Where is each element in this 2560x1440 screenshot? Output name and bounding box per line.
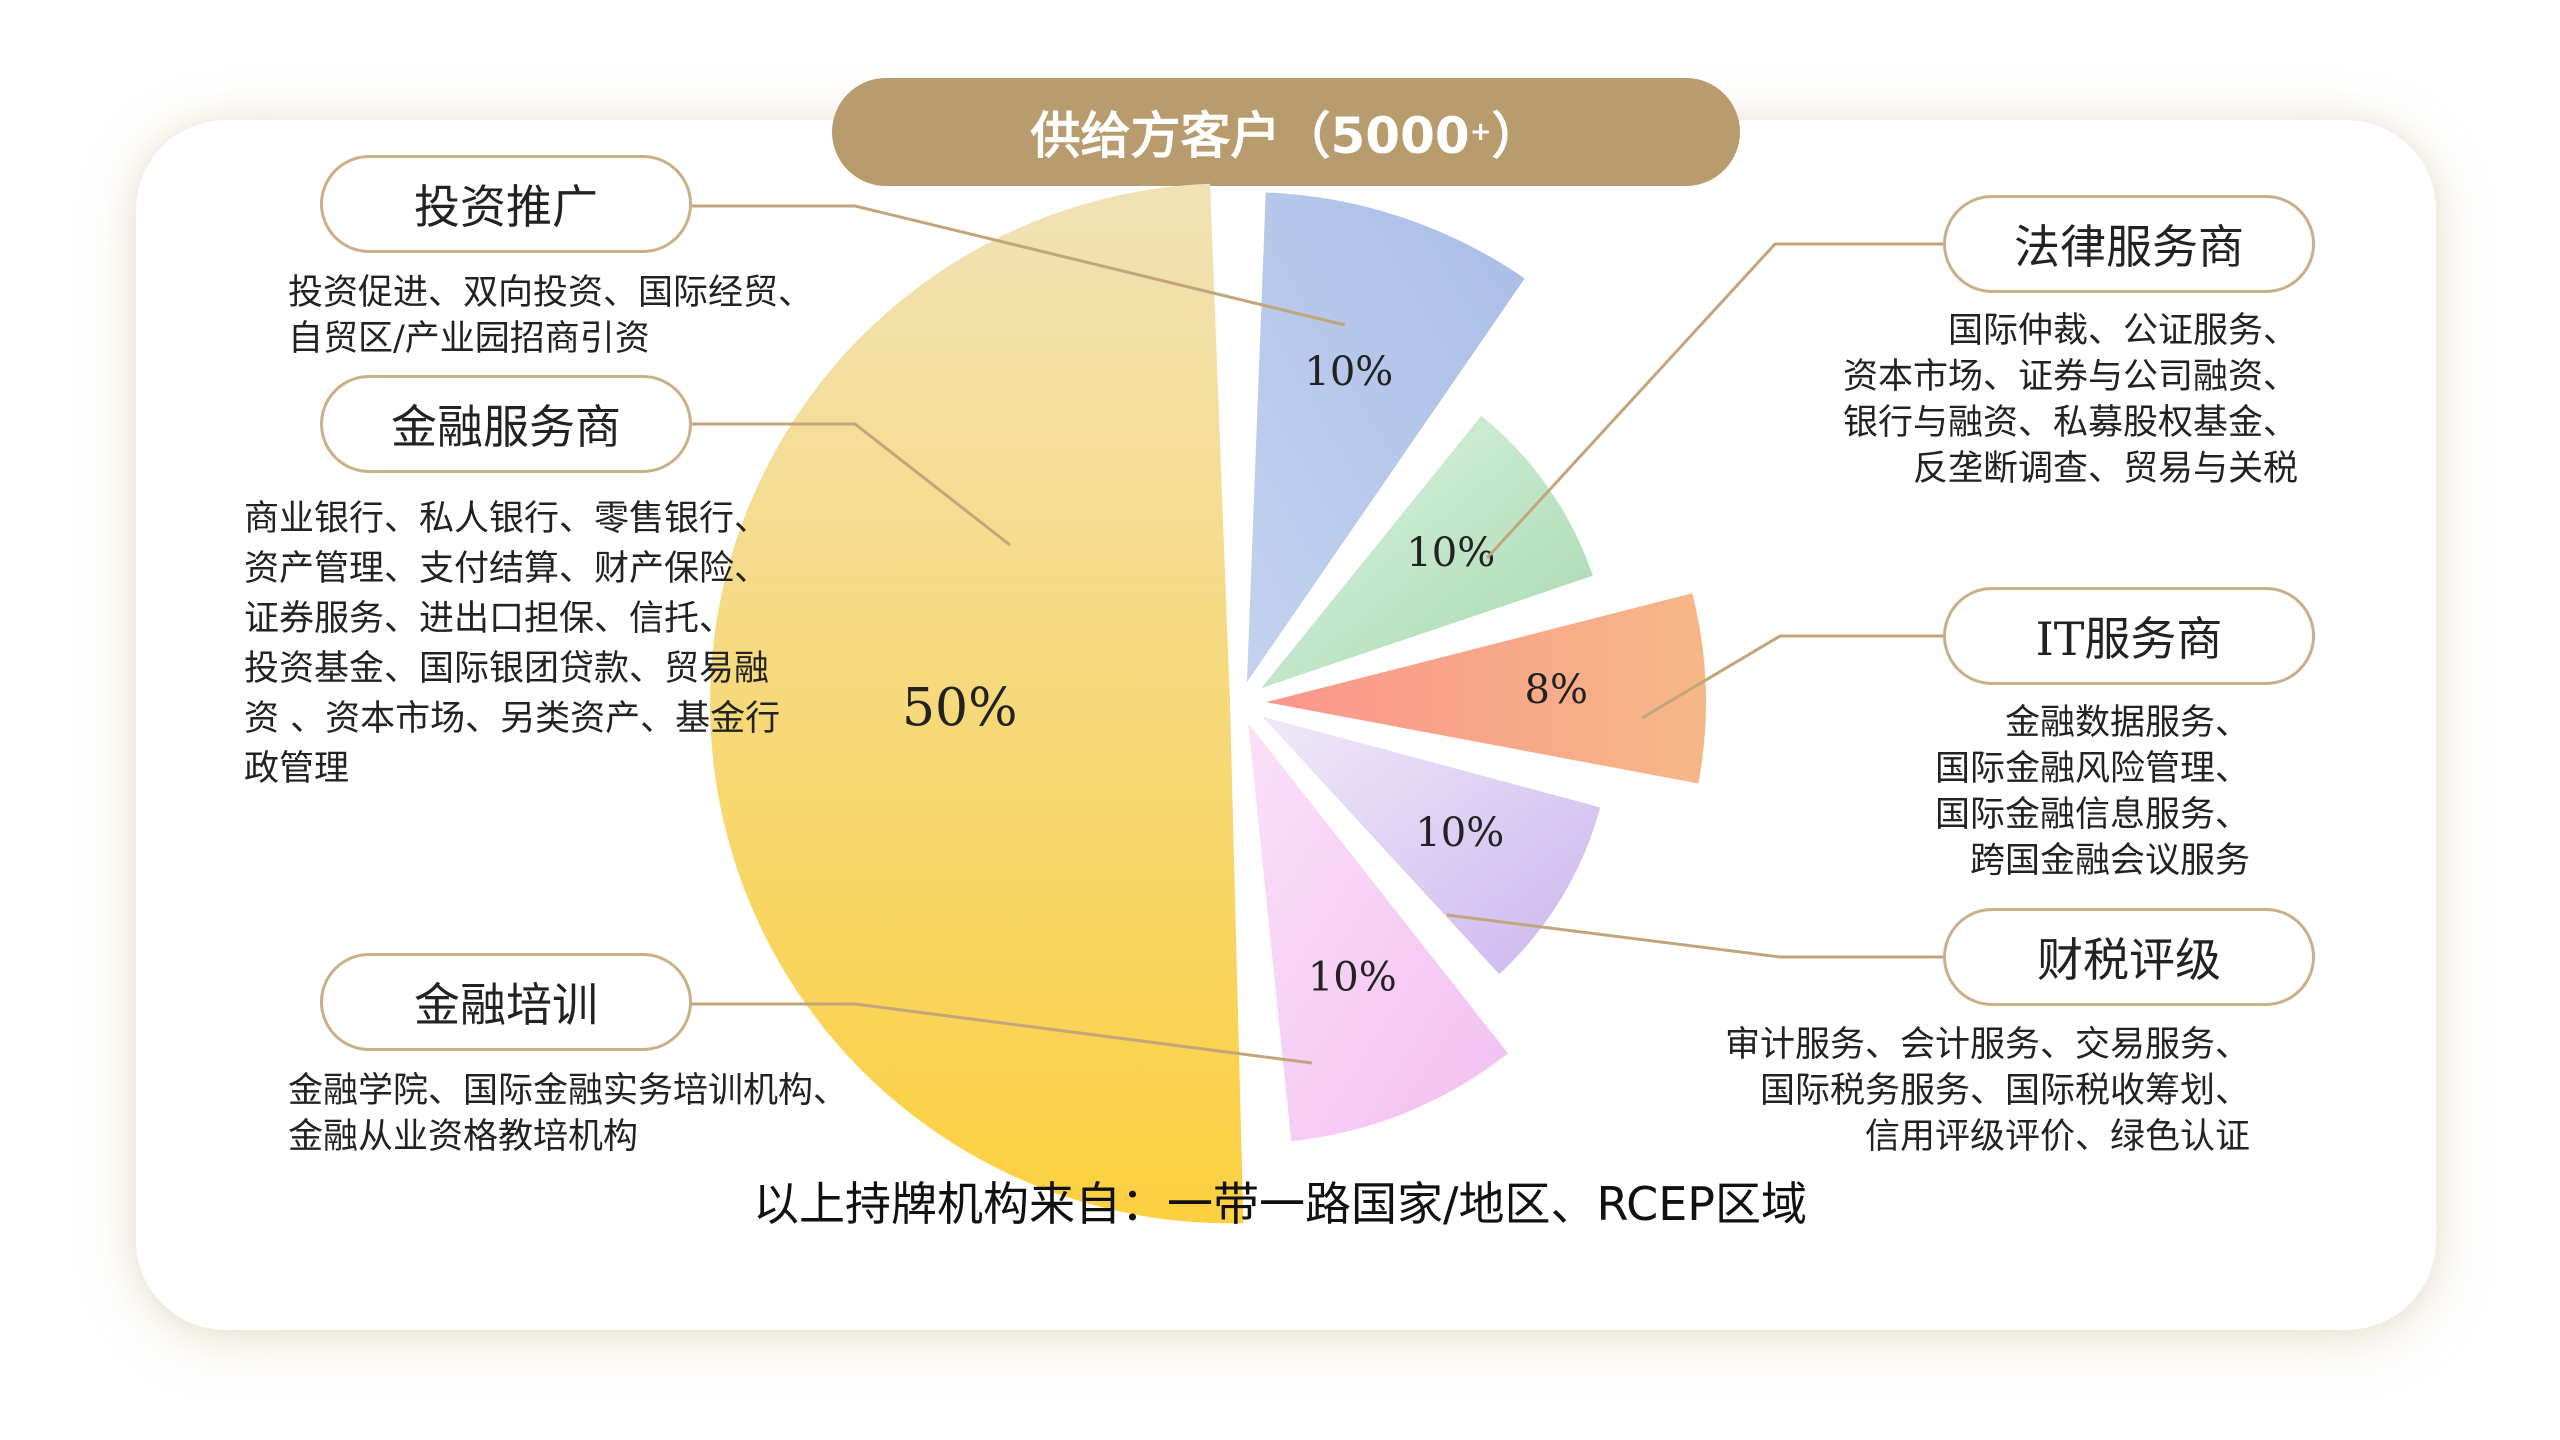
desc-tax: 审计服务、会计服务、交易服务、 国际税务服务、国际税收筹划、 信用评级评价、绿色…	[1724, 1025, 2250, 1157]
desc-it: 金融数据服务、 国际金融风险管理、 国际金融信息服务、 跨国金融会议服务	[1934, 703, 2250, 881]
pie-slice-2	[1261, 415, 1593, 689]
leader-it	[1641, 634, 1945, 720]
label-training-text: 金融培训	[414, 978, 598, 1032]
pie-label-5: 10%	[1308, 954, 1397, 1000]
label-invest-text: 投资推广	[414, 180, 598, 234]
leader-finance	[690, 422, 1011, 547]
leader-training	[690, 1002, 1313, 1065]
pie-label-4: 10%	[1415, 810, 1504, 856]
pie-slice-4	[1262, 716, 1601, 975]
desc-finance: 商业银行、私人银行、零售银行、 资产管理、支付结算、财产保险、 证券服务、进出口…	[244, 499, 781, 789]
label-legal-text: 法律服务商	[2014, 220, 2244, 274]
chart-title-text: 供给方客户（5000	[1030, 107, 1470, 165]
pie-slice-1	[1246, 192, 1525, 683]
label-tax: 财税评级	[1943, 908, 2315, 1006]
chart-title: 供给方客户（5000 +）	[832, 78, 1740, 186]
pie-label-1: 10%	[1304, 349, 1393, 395]
label-training: 金融培训	[320, 953, 692, 1051]
label-invest: 投资推广	[320, 155, 692, 253]
pie-slice-5	[1248, 723, 1509, 1142]
label-it-text: IT服务商	[2035, 612, 2223, 666]
label-legal: 法律服务商	[1943, 195, 2315, 293]
pie-slice-3	[1265, 593, 1706, 784]
desc-training: 金融学院、国际金融实务培训机构、 金融从业资格教培机构	[288, 1071, 849, 1157]
pie-label-2: 10%	[1406, 530, 1495, 576]
chart-title-close: ）	[1491, 107, 1542, 165]
label-finance-text: 金融服务商	[391, 400, 621, 454]
chart-title-sup: +	[1469, 117, 1492, 147]
leader-tax	[1446, 913, 1945, 959]
desc-invest: 投资促进、双向投资、国际经贸、 自贸区/产业园招商引资	[288, 273, 814, 359]
desc-legal: 国际仲裁、公证服务、 资本市场、证券与公司融资、 银行与融资、私募股权基金、 反…	[1842, 311, 2298, 489]
label-finance: 金融服务商	[320, 375, 692, 473]
pie-label-3: 8%	[1525, 667, 1588, 713]
leader-invest	[690, 204, 1346, 327]
label-it: IT服务商	[1943, 587, 2315, 685]
footer-note: 以上持牌机构来自：一带一路国家/地区、RCEP区域	[752, 1177, 1808, 1231]
pie-label-6: 50%	[902, 678, 1018, 738]
leader-legal	[1485, 242, 1945, 560]
pie-slice-6	[709, 183, 1244, 1224]
label-tax-text: 财税评级	[2037, 933, 2221, 987]
